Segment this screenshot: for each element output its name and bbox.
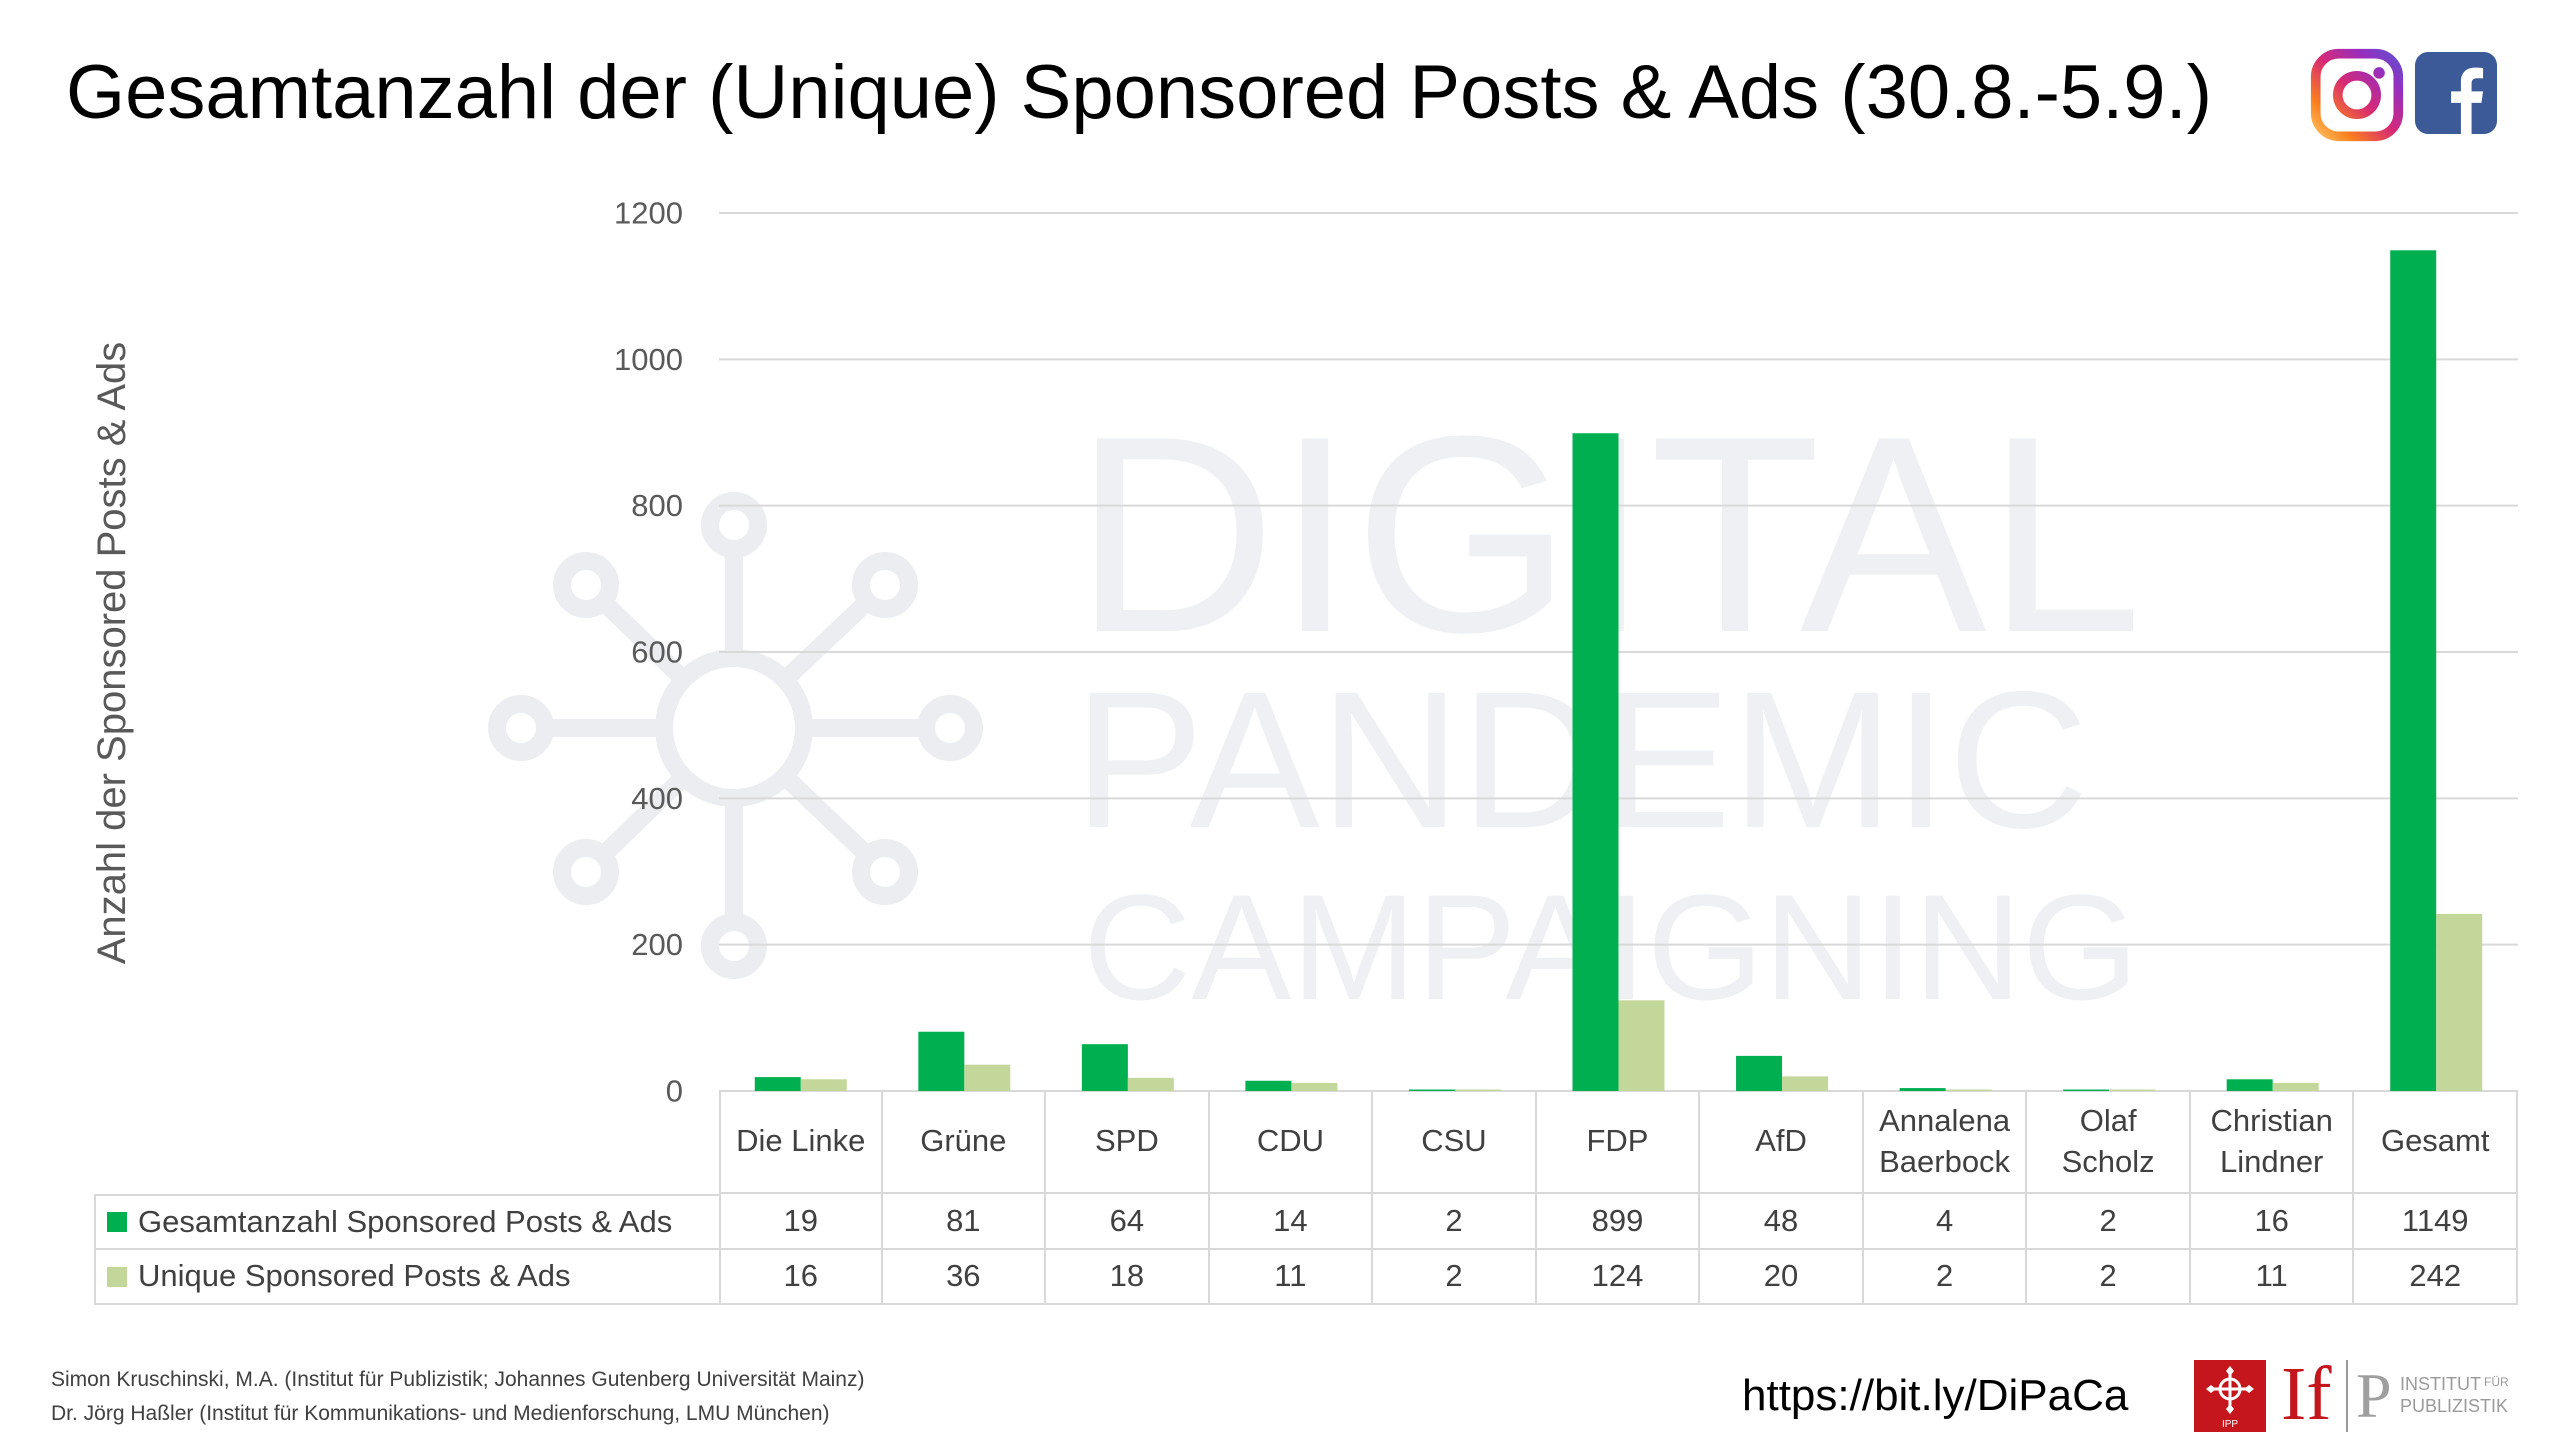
data-label: 2	[1373, 1250, 1537, 1305]
y-axis-title: Anzahl der Sponsored Posts & Ads	[90, 341, 134, 965]
data-label: 124	[1536, 1250, 1701, 1305]
bar-unique-gesamt	[2436, 913, 2483, 1091]
category-label: FDP	[1536, 1091, 1701, 1194]
category-label: Die Linke	[719, 1091, 883, 1194]
y-tick-label: 1200	[614, 196, 683, 231]
legend-swatch	[107, 1212, 127, 1232]
if-mark: If	[2281, 1352, 2332, 1436]
data-label: 2	[2027, 1250, 2191, 1305]
bar-total-grune	[918, 1031, 965, 1091]
bar-series-unique-sponsored-posts-ads	[800, 913, 2483, 1091]
ipp-label: IPP	[2222, 1419, 2238, 1430]
category-label: CDU	[1209, 1091, 1374, 1194]
category-label: Annalena Baerbock	[1863, 1091, 2028, 1194]
bar-total-spd	[1081, 1044, 1128, 1091]
facebook-icon	[2415, 52, 2497, 134]
legend-entry: Gesamtanzahl Sponsored Posts & Ads	[94, 1194, 719, 1250]
bar-unique-fdp	[1618, 1000, 1665, 1091]
bar-total-fdp	[1572, 433, 1619, 1091]
data-label: 242	[2354, 1250, 2518, 1305]
footer-credits: Simon Kruschinski, M.A. (Institut für Pu…	[51, 1363, 864, 1431]
bar-total-cdu	[1245, 1080, 1292, 1091]
legend-label: Gesamtanzahl Sponsored Posts & Ads	[138, 1203, 673, 1239]
bar-total-annalena-baerbock	[1899, 1088, 1946, 1091]
bar-unique-christian-lindner	[2272, 1082, 2319, 1091]
bar-unique-grune	[964, 1064, 1011, 1091]
data-label: 1149	[2354, 1194, 2518, 1250]
bar-total-csu	[1408, 1089, 1455, 1091]
data-label: 16	[719, 1250, 883, 1305]
institute-fur: FÜR	[2484, 1375, 2509, 1389]
bar-unique-spd	[1127, 1077, 1174, 1091]
institute-word: INSTITUT	[2400, 1374, 2481, 1394]
y-tick-label: 800	[631, 488, 683, 523]
category-label: Grüne	[882, 1091, 1047, 1194]
page-title: Gesamtanzahl der (Unique) Sponsored Post…	[66, 50, 2212, 135]
bar-unique-afd	[1782, 1076, 1829, 1091]
y-tick-label: 1000	[614, 342, 683, 377]
data-label: 19	[719, 1194, 883, 1250]
data-label: 81	[882, 1194, 1047, 1250]
data-label: 2	[1863, 1250, 2028, 1305]
bar-total-gesamt	[2390, 250, 2437, 1091]
virus-network-icon	[488, 492, 983, 979]
data-label: 11	[1209, 1250, 1374, 1305]
institute-line-2: PUBLIZISTIK	[2400, 1396, 2509, 1416]
bar-total-die-linke	[754, 1077, 801, 1091]
bar-unique-csu	[1454, 1089, 1501, 1091]
y-tick-label: 200	[631, 927, 683, 962]
data-label: 11	[2190, 1250, 2355, 1305]
data-label: 2	[1373, 1194, 1537, 1250]
bar-total-olaf-scholz	[2063, 1089, 2110, 1091]
data-label: 14	[1209, 1194, 1374, 1250]
bar-unique-annalena-baerbock	[1945, 1089, 1992, 1091]
bar-unique-cdu	[1291, 1082, 1338, 1091]
category-label: SPD	[1046, 1091, 1210, 1194]
data-label: 36	[882, 1250, 1047, 1305]
footer-link: https://bit.ly/DiPaCa	[1742, 1371, 2129, 1420]
credit-line: Simon Kruschinski, M.A. (Institut für Pu…	[51, 1368, 865, 1391]
category-label: AfD	[1700, 1091, 1864, 1194]
bar-unique-olaf-scholz	[2109, 1089, 2156, 1091]
table-corner	[94, 1091, 719, 1194]
data-label: 18	[1046, 1250, 1210, 1305]
data-label: 16	[2190, 1194, 2355, 1250]
category-label: Gesamt	[2354, 1091, 2518, 1194]
credit-line: Dr. Jörg Haßler (Institut für Kommunikat…	[51, 1402, 830, 1425]
data-table: Die Linke Grüne SPD CDU CSU FDP AfD Annalena Ba…	[94, 1091, 2518, 1305]
bar-total-christian-lindner	[2226, 1079, 2273, 1091]
y-tick-label: 0	[666, 1074, 683, 1109]
bar-total-afd	[1736, 1055, 1783, 1091]
category-label: Christian Lindner	[2190, 1091, 2355, 1194]
institute-name: INSTITUT FÜR PUBLIZISTIK	[2400, 1374, 2509, 1416]
data-label: 64	[1046, 1194, 1210, 1250]
data-label: 48	[1700, 1194, 1864, 1250]
category-label: CSU	[1373, 1091, 1537, 1194]
legend-entry: Unique Sponsored Posts & Ads	[94, 1250, 719, 1305]
bar-unique-die-linke	[800, 1079, 847, 1091]
legend-swatch	[107, 1266, 127, 1287]
y-tick-label: 600	[631, 635, 683, 670]
institute-line-1: INSTITUT FÜR	[2400, 1374, 2509, 1396]
legend-label: Unique Sponsored Posts & Ads	[138, 1258, 571, 1294]
bar-series-gesamtanzahl-sponsored-posts-ads	[754, 250, 2437, 1091]
category-label: Olaf Scholz	[2027, 1091, 2191, 1194]
data-label: 899	[1536, 1194, 1701, 1250]
y-tick-label: 400	[631, 781, 683, 816]
data-label: 20	[1700, 1250, 1864, 1305]
ipp-emblem-icon: IPP	[2194, 1360, 2266, 1432]
instagram-icon	[2310, 48, 2404, 142]
data-label: 4	[1863, 1194, 2028, 1250]
data-label: 2	[2027, 1194, 2191, 1250]
ifp-divider	[2346, 1360, 2348, 1432]
p-mark: P	[2356, 1360, 2392, 1431]
